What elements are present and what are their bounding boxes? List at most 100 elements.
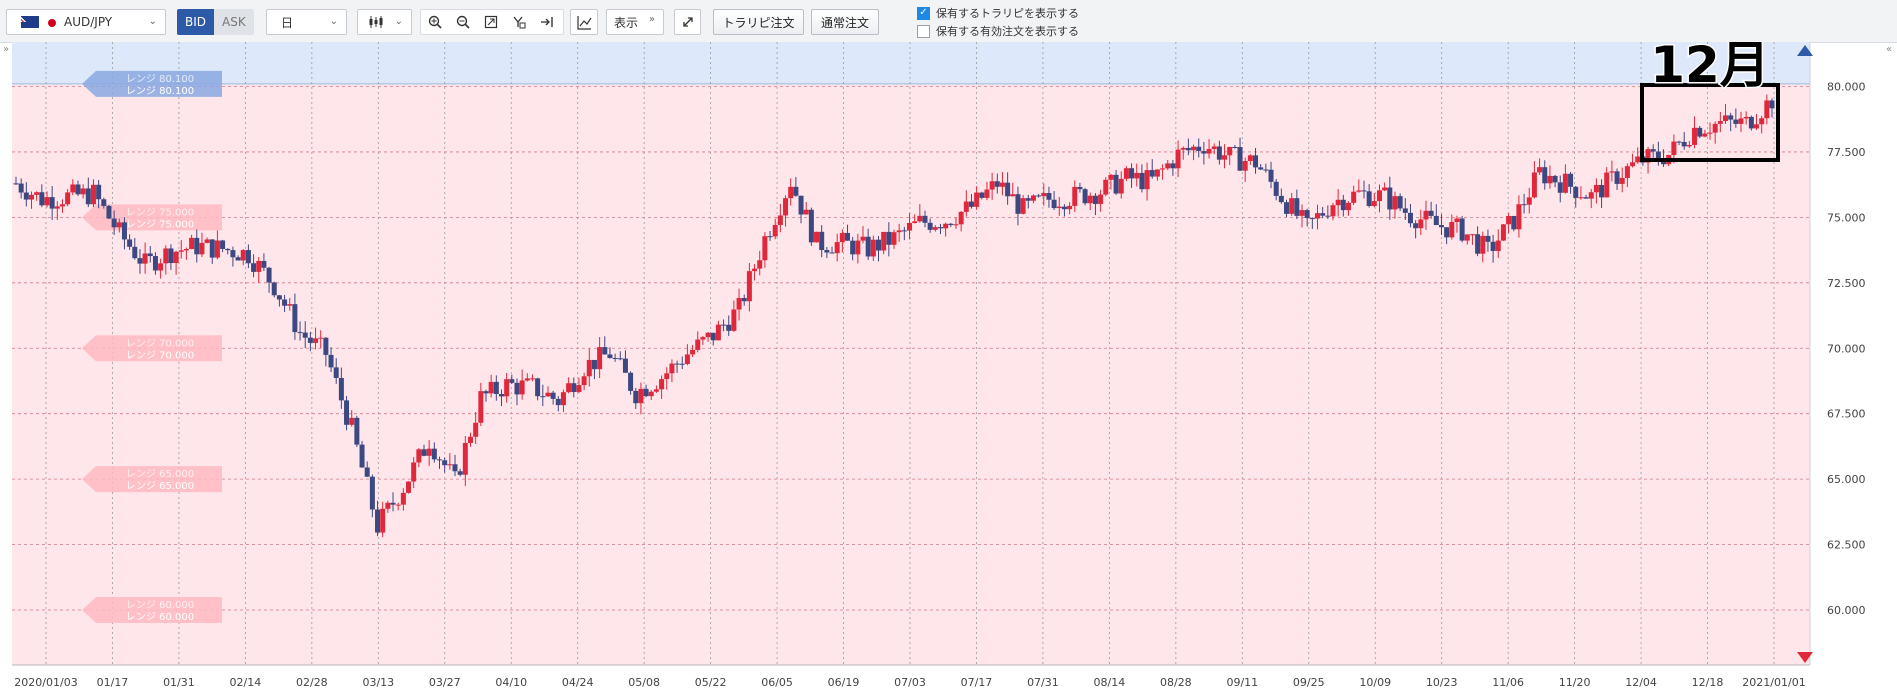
candle-body <box>199 242 205 255</box>
candle-body <box>251 263 257 272</box>
candle-body <box>1475 234 1481 254</box>
candle-body <box>437 459 443 461</box>
ask-button[interactable]: ASK <box>214 9 254 35</box>
candle <box>101 197 107 209</box>
candle-body <box>767 236 773 238</box>
candle-body <box>447 464 453 466</box>
collapse-left-icon[interactable]: » <box>3 44 10 55</box>
candle <box>168 244 174 270</box>
candle-body <box>116 222 122 228</box>
chevron-down-icon: ⌄ <box>329 16 338 27</box>
fit-icon[interactable] <box>479 9 503 35</box>
display-menu-button[interactable]: 表示 » <box>606 9 664 35</box>
x-tick-label: 08/14 <box>1094 676 1126 689</box>
candle-body <box>1258 167 1264 170</box>
candle <box>1247 154 1253 165</box>
candle-body <box>1769 100 1775 109</box>
candle <box>1149 159 1155 179</box>
range-band <box>12 42 1810 84</box>
jump-latest-icon[interactable] <box>535 9 559 35</box>
candle <box>333 358 339 384</box>
x-tick-label: 10/23 <box>1426 676 1458 689</box>
normal-order-button[interactable]: 通常注文 <box>811 9 879 35</box>
candle <box>1537 158 1543 175</box>
candle-body <box>679 363 685 365</box>
candle <box>566 377 572 394</box>
candle-body <box>628 372 634 391</box>
candle-body <box>814 231 820 243</box>
candle <box>256 256 262 283</box>
candle-body <box>1263 169 1269 171</box>
candle <box>1459 215 1465 243</box>
zoom-in-icon[interactable] <box>423 9 447 35</box>
candle-body <box>23 192 29 200</box>
x-tick-label: 10/09 <box>1359 676 1391 689</box>
candle-body <box>1036 195 1042 197</box>
candle <box>1469 233 1475 245</box>
candle-body <box>664 373 670 380</box>
candle-body <box>736 298 742 310</box>
candle-type-select[interactable]: ⌄ <box>357 9 412 35</box>
candle <box>1211 143 1217 155</box>
candle-body <box>493 381 499 395</box>
candle-body <box>922 215 928 223</box>
candle <box>1030 194 1036 204</box>
candle <box>467 432 473 447</box>
candle <box>1593 178 1599 204</box>
candle-body <box>1087 195 1093 204</box>
candle <box>1681 132 1687 150</box>
range-tag-label: レンジ 60.000 <box>126 612 194 623</box>
candle-body <box>555 398 561 406</box>
candle <box>235 255 241 261</box>
candle <box>1025 194 1031 209</box>
x-tick-label: 07/17 <box>961 676 993 689</box>
candle-body <box>1025 198 1031 201</box>
candle-body <box>1733 119 1739 124</box>
candle-body <box>152 256 158 271</box>
scroll-up-arrow-icon[interactable] <box>1797 45 1813 56</box>
candle-body <box>974 192 980 207</box>
candle <box>1036 193 1042 198</box>
expand-button[interactable] <box>674 9 701 35</box>
candle-body <box>1330 205 1336 217</box>
show-orders-checkbox[interactable]: 保有する有効注文を表示する <box>917 23 1079 39</box>
candle <box>251 254 257 278</box>
candle <box>204 237 210 244</box>
indicator-button[interactable] <box>570 9 598 35</box>
candle-body <box>354 417 360 445</box>
collapse-right-icon[interactable]: « <box>1886 44 1893 55</box>
candle-body <box>1578 197 1584 199</box>
timeframe-select[interactable]: 日 ⌄ <box>266 9 347 35</box>
candle-body <box>602 347 608 355</box>
scroll-down-arrow-icon[interactable] <box>1797 652 1813 663</box>
candle <box>65 189 71 207</box>
range-tag-label: レンジ 80.100 <box>126 74 194 85</box>
candle <box>524 373 530 382</box>
candle-body <box>473 422 479 437</box>
candle-body <box>1609 171 1615 173</box>
bid-button[interactable]: BID <box>177 9 215 35</box>
show-trap-checkbox[interactable]: ✓ 保有するトラリピを表示する <box>917 5 1079 21</box>
candle-body <box>958 211 964 225</box>
candle <box>808 207 814 246</box>
candle-body <box>886 231 892 245</box>
candle <box>39 184 45 208</box>
candle <box>617 351 623 361</box>
candle-body <box>550 392 556 399</box>
candle <box>819 225 825 258</box>
candle <box>34 191 40 201</box>
candle-body <box>178 250 184 252</box>
zoom-out-icon[interactable] <box>451 9 475 35</box>
candle-body <box>1402 208 1408 213</box>
candle-body <box>932 227 938 230</box>
draw-tool-icon[interactable] <box>507 9 531 35</box>
candle-body <box>271 282 277 296</box>
trap-repeat-order-button[interactable]: トラリピ注文 <box>713 9 804 35</box>
symbol-select[interactable]: AUD/JPY ⌄ <box>6 9 166 35</box>
